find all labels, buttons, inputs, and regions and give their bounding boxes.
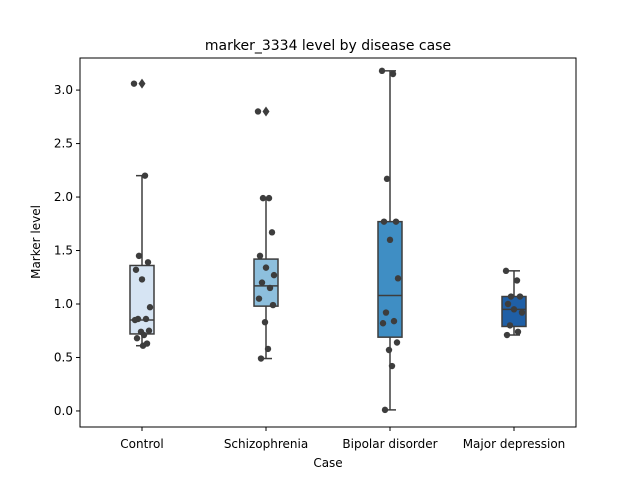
data-point-1-6 [270,271,278,279]
y-tick-label-5: 2.5 [54,137,73,151]
data-point-0-5 [138,276,146,283]
data-point-2-0 [378,67,386,75]
box-0 [129,264,155,335]
data-point-0-8 [142,315,150,323]
points-group-3 [502,267,526,339]
y-tick-label-2: 1.0 [54,297,73,311]
y-tick-label-0: 0.0 [54,404,73,418]
data-point-2-8 [390,317,398,325]
data-point-0-12 [140,331,148,339]
data-point-3-2 [507,293,515,300]
points-group-1 [254,108,278,362]
data-point-0-3 [144,259,152,266]
x-tick-label-2: Bipolar disorder [342,437,437,451]
data-point-1-7 [258,279,266,286]
y-axis-label: Marker level [29,205,43,279]
y-tick-label-6: 3.0 [54,83,73,97]
data-point-0-15 [139,342,147,349]
y-tick-label-1: 0.5 [54,350,73,364]
data-point-2-12 [388,362,396,370]
data-point-3-6 [518,309,526,316]
data-point-1-0 [254,108,262,115]
data-point-2-11 [385,346,393,354]
data-point-3-3 [516,293,524,300]
data-point-1-12 [264,345,272,353]
data-point-0-1 [141,172,149,179]
plot-frame [79,57,577,428]
y-tick-label-4: 2.0 [54,190,73,204]
data-point-3-5 [510,306,518,313]
y-tick-label-3: 1.5 [54,244,73,258]
data-point-1-4 [256,252,264,260]
data-point-3-4 [504,300,512,308]
outlier-0-0 [138,78,146,89]
data-point-1-11 [261,318,269,326]
data-point-1-2 [259,194,267,202]
data-point-0-10 [145,327,153,334]
data-point-3-9 [503,331,511,339]
chart-title: marker_3334 level by disease case [205,38,451,54]
data-point-0-4 [132,266,140,273]
data-point-2-9 [379,320,387,327]
data-point-2-7 [382,309,390,316]
data-point-3-7 [506,322,514,329]
data-point-0-13 [133,335,141,342]
x-tick-label-3: Major depression [463,437,566,451]
data-point-1-3 [268,229,276,236]
data-point-1-13 [257,355,265,362]
x-tick-label-1: Schizophrenia [224,437,308,451]
x-axis: Control Schizophrenia Bipolar disorder Majo… [120,427,565,451]
data-point-3-1 [513,277,521,284]
data-point-2-1 [389,70,397,78]
data-point-3-8 [514,328,522,336]
data-point-2-6 [394,275,402,282]
data-point-1-8 [266,284,274,292]
data-point-2-3 [392,218,400,225]
data-point-1-5 [262,264,270,271]
data-point-2-10 [393,339,401,346]
points-group-0 [130,80,154,349]
data-point-1-10 [269,301,277,309]
data-point-2-2 [383,175,391,183]
data-point-2-4 [380,218,388,225]
data-point-0-6 [146,304,154,311]
data-point-2-13 [381,406,389,414]
y-axis: 0.0 0.5 1.0 1.5 2.0 2.5 3.0 [54,83,80,418]
data-point-0-2 [135,252,143,260]
data-point-1-9 [255,295,263,302]
plot-area [129,67,527,414]
data-point-0-0 [130,80,138,87]
data-point-0-9 [131,316,139,324]
x-tick-label-0: Control [120,437,163,451]
points-group-2 [378,67,402,414]
data-point-3-0 [502,267,510,275]
outlier-1-0 [262,106,270,117]
data-point-2-5 [386,236,394,244]
x-axis-label: Case [313,456,342,470]
data-point-1-1 [265,194,273,202]
